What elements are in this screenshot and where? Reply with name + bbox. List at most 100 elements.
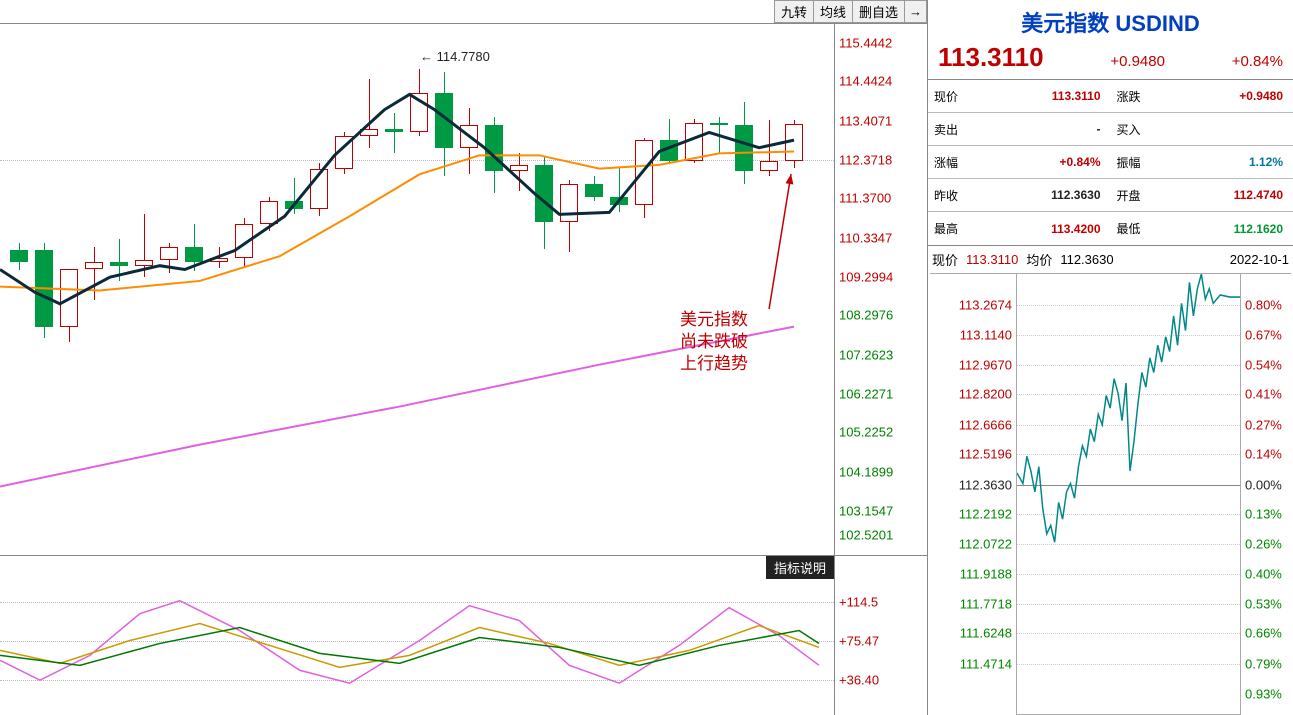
mini-right-tick: 0.40%	[1245, 567, 1282, 582]
mini-left-tick: 113.2674	[959, 297, 1012, 312]
quote-value: 113.4200	[974, 222, 1111, 236]
candle-body	[360, 129, 378, 137]
quote-value: -	[974, 122, 1111, 136]
mini-intraday-chart[interactable]: 113.2674113.1140112.9670112.8200112.6666…	[930, 273, 1291, 715]
candle-body	[385, 129, 403, 133]
quote-value: 113.3110	[974, 89, 1111, 103]
quote-row: 卖出-买入	[928, 113, 1293, 146]
info-avg: 112.3630	[1060, 252, 1113, 267]
candle-body	[535, 165, 553, 222]
candle-wick	[144, 214, 145, 277]
candle-body	[685, 123, 703, 161]
y-axis-tick: 111.3700	[839, 191, 891, 206]
candle-body	[310, 169, 328, 209]
candle-body	[485, 125, 503, 171]
candle-body	[335, 136, 353, 168]
quote-row: 最高113.4200最低112.1620	[928, 212, 1293, 245]
candle-body	[410, 93, 428, 133]
candle-body	[610, 197, 628, 205]
instrument-title: 美元指数 USDIND	[928, 0, 1293, 40]
quote-label: 卖出	[928, 121, 974, 138]
mini-left-tick: 112.2192	[959, 507, 1012, 522]
quote-label: 买入	[1111, 121, 1157, 138]
indicator-y-tick: +36.40	[839, 672, 879, 687]
candle-body	[735, 125, 753, 171]
candle-body	[585, 184, 603, 197]
quote-table: 现价113.3110涨跌+0.9480卖出-买入涨幅+0.84%振幅1.12%昨…	[928, 79, 1293, 246]
quote-value: 112.4740	[1157, 188, 1293, 202]
candle-body	[435, 93, 453, 148]
right-panel: 美元指数 USDIND 113.3110 +0.9480 +0.84% 现价11…	[928, 0, 1293, 715]
candle-wick	[519, 153, 520, 191]
candle-body	[660, 140, 678, 161]
btn-jiuzhuan[interactable]: 九转	[774, 0, 814, 23]
quote-row: 涨幅+0.84%振幅1.12%	[928, 146, 1293, 179]
mini-right-tick: 0.41%	[1245, 387, 1282, 402]
candle-body	[760, 161, 778, 171]
annotation-text: 美元指数 尚未跌破 上行趋势	[680, 309, 748, 375]
quote-label: 昨收	[928, 187, 974, 204]
candle-body	[560, 184, 578, 222]
indicator-y-tick: +75.47	[839, 633, 879, 648]
candle-body	[635, 140, 653, 205]
main-candlestick-chart[interactable]: ← 114.7780美元指数 尚未跌破 上行趋势 115.4442114.442…	[0, 24, 927, 555]
mini-right-tick: 0.53%	[1245, 596, 1282, 611]
info-date: 2022-10-1	[1230, 252, 1289, 267]
mini-left-tick: 112.8200	[959, 387, 1012, 402]
quote-value: +0.9480	[1157, 89, 1293, 103]
quote-value: 112.1620	[1157, 222, 1293, 236]
peak-label: ← 114.7780	[420, 49, 490, 64]
indicator-y-tick: +114.5	[839, 594, 878, 609]
y-axis-tick: 112.3718	[839, 153, 892, 168]
mini-right-tick: 0.54%	[1245, 357, 1282, 372]
quote-value: +0.84%	[974, 155, 1111, 169]
mini-left-tick: 112.3630	[959, 478, 1012, 493]
y-axis-tick: 113.4071	[839, 113, 892, 128]
btn-arrow[interactable]: →	[904, 0, 927, 23]
mini-right-tick: 0.27%	[1245, 417, 1282, 432]
mini-right-tick: 0.14%	[1245, 447, 1282, 462]
left-panel: 九转 均线 删自选 → ← 114.7780美元指数 尚未跌破 上行趋势 115…	[0, 0, 928, 715]
candle-wick	[369, 79, 370, 148]
y-axis-tick: 110.3347	[839, 230, 892, 245]
quote-value: 1.12%	[1157, 155, 1293, 169]
quote-label: 最低	[1111, 220, 1157, 237]
candle-body	[85, 262, 103, 269]
info-label-price: 现价	[932, 250, 958, 269]
quote-label: 涨幅	[928, 154, 974, 171]
candle-body	[35, 250, 53, 326]
candle-body	[260, 201, 278, 224]
price-change: +0.9480	[1110, 53, 1165, 70]
candle-wick	[394, 113, 395, 153]
mini-right-tick: 0.67%	[1245, 328, 1282, 343]
mini-right-tick: 0.79%	[1245, 656, 1282, 671]
mini-left-tick: 112.5196	[959, 447, 1012, 462]
mini-right-tick: 0.93%	[1245, 687, 1282, 702]
y-axis-tick: 105.2252	[839, 425, 893, 440]
mini-right-tick: 0.80%	[1245, 297, 1282, 312]
info-label-avg: 均价	[1026, 250, 1052, 269]
mini-info-row: 现价 113.3110 均价 112.3630 2022-10-1	[928, 246, 1293, 273]
y-axis-tick: 107.2623	[839, 347, 893, 362]
quote-label: 最高	[928, 220, 974, 237]
mini-right-tick: 0.26%	[1245, 536, 1282, 551]
candle-body	[10, 250, 28, 261]
quote-value: 112.3630	[974, 188, 1111, 202]
mini-left-tick: 112.6666	[959, 417, 1012, 432]
quote-label: 现价	[928, 88, 974, 105]
quote-label: 涨跌	[1111, 88, 1157, 105]
y-axis-tick: 109.2994	[839, 270, 893, 285]
indicator-panel[interactable]: 指标说明 +114.5+75.47+36.40	[0, 555, 927, 715]
y-axis-tick: 106.2271	[839, 387, 893, 402]
candle-body	[785, 124, 803, 160]
candle-body	[135, 260, 153, 266]
y-axis-tick: 104.1899	[839, 464, 893, 479]
btn-junxian[interactable]: 均线	[813, 0, 853, 23]
price-change-pct: +0.84%	[1232, 53, 1283, 70]
candle-body	[210, 258, 228, 262]
candle-wick	[294, 178, 295, 214]
btn-delete-fav[interactable]: 删自选	[852, 0, 905, 23]
candle-body	[460, 125, 478, 148]
candle-body	[160, 247, 178, 260]
candle-body	[60, 269, 78, 327]
